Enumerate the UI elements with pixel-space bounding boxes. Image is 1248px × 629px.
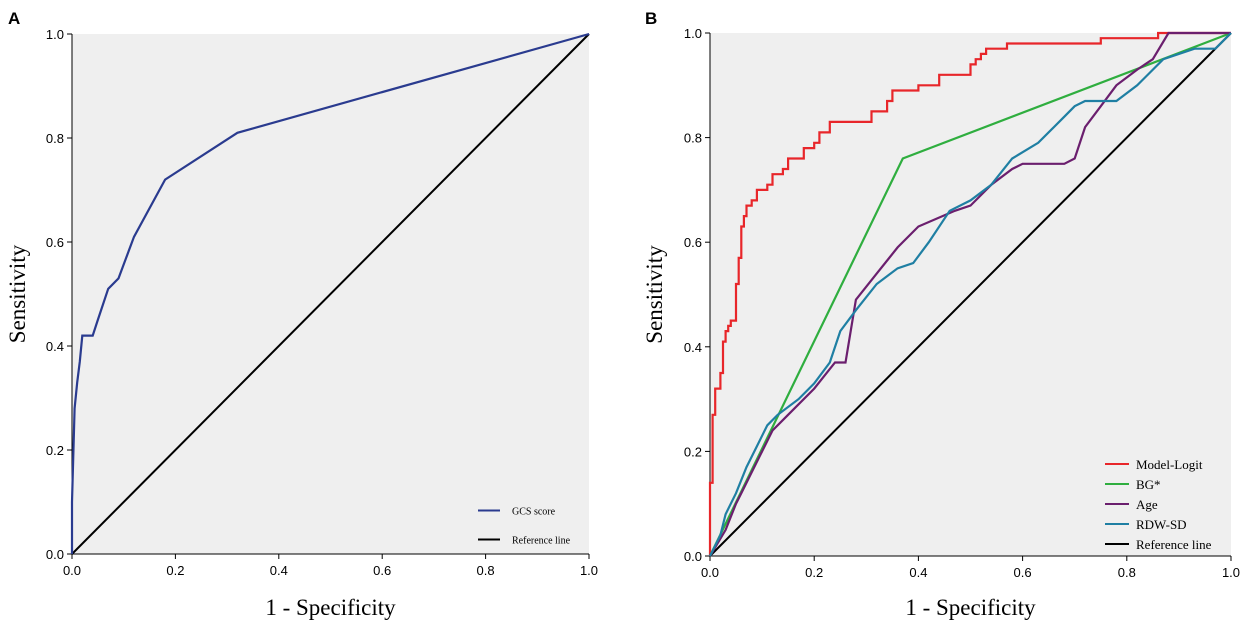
panel-a-letter: A — [8, 9, 20, 28]
series-line-gcs-score — [70, 32, 590, 554]
panel-b: B 0.0 0.2 0.4 0.6 0.8 1.0 0.0 0.2 0.4 0.6 0.8 1.0 1 … — [642, 9, 1240, 620]
series-line-rdw-sd — [709, 32, 1232, 557]
panel-b-letter: B — [645, 9, 657, 28]
series-line-reference-line — [709, 32, 1232, 557]
y-tick-label: 0.2 — [684, 444, 702, 459]
x-tick-label: 0.4 — [909, 565, 927, 580]
y-tick-label: 1.0 — [684, 26, 702, 41]
y-tick-label: 0.6 — [684, 235, 702, 250]
series-line-age — [709, 31, 1231, 557]
y-tick-label: 0.4 — [684, 340, 702, 355]
y-tick-label: 0.6 — [46, 235, 64, 250]
x-tick-label: 0.8 — [477, 563, 495, 578]
panel-b-legend: Model-Logit BG* Age RDW-SD Reference line — [1105, 457, 1212, 552]
legend-label: RDW-SD — [1136, 517, 1187, 532]
panel-b-y-axis-title: Sensitivity — [642, 245, 667, 344]
y-tick-label: 0.2 — [46, 443, 64, 458]
legend-label: Model-Logit — [1136, 457, 1203, 472]
x-tick-label: 1.0 — [580, 563, 598, 578]
x-tick-label: 1.0 — [1222, 565, 1240, 580]
x-tick-label: 0.2 — [166, 563, 184, 578]
panel-a-y-axis-title: Sensitivity — [5, 244, 30, 343]
y-tick-label: 0.0 — [684, 549, 702, 564]
y-tick-label: 1.0 — [46, 27, 64, 42]
x-tick-label: 0.0 — [701, 565, 719, 580]
y-tick-label: 0.4 — [46, 339, 64, 354]
panel-b-x-axis-title: 1 - Specificity — [905, 595, 1036, 620]
y-tick-label: 0.8 — [46, 131, 64, 146]
x-tick-label: 0.8 — [1118, 565, 1136, 580]
panel-a-x-axis-title: 1 - Specificity — [265, 595, 396, 620]
x-tick-label: 0.2 — [805, 565, 823, 580]
y-tick-label: 0.0 — [46, 547, 64, 562]
panel-a-legend: GCS score Reference line — [478, 507, 571, 547]
legend-label: Reference line — [1136, 537, 1212, 552]
legend-label: Reference line — [512, 536, 571, 547]
x-tick-label: 0.0 — [63, 563, 81, 578]
x-tick-label: 0.6 — [1014, 565, 1032, 580]
series-line-model-logit — [708, 31, 1231, 556]
y-tick-label: 0.8 — [684, 131, 702, 146]
series-line-reference-line — [71, 33, 590, 555]
panel-a: A 0.0 0.2 0.4 0.6 0.8 1.0 0.0 0.2 0.4 0.6 0.8 1.0 1 … — [5, 9, 598, 620]
legend-label: GCS score — [512, 507, 556, 518]
legend-label: BG* — [1136, 477, 1161, 492]
legend-label: Age — [1136, 497, 1158, 512]
x-tick-label: 0.6 — [373, 563, 391, 578]
x-tick-label: 0.4 — [270, 563, 288, 578]
series-line-bg — [709, 31, 1232, 557]
